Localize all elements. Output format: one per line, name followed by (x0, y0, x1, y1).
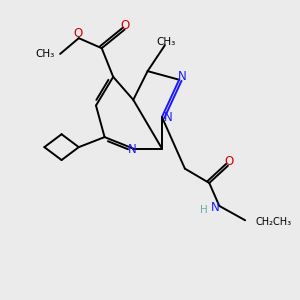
Text: N: N (128, 143, 136, 157)
Text: N: N (178, 70, 187, 83)
Text: N: N (211, 201, 219, 214)
Text: O: O (225, 155, 234, 168)
Text: CH₃: CH₃ (157, 38, 176, 47)
Text: N: N (164, 110, 172, 124)
Text: O: O (74, 27, 83, 40)
Text: O: O (120, 19, 129, 32)
Text: CH₂CH₃: CH₂CH₃ (255, 217, 291, 227)
Text: H: H (200, 205, 207, 215)
Text: CH₃: CH₃ (35, 49, 54, 59)
